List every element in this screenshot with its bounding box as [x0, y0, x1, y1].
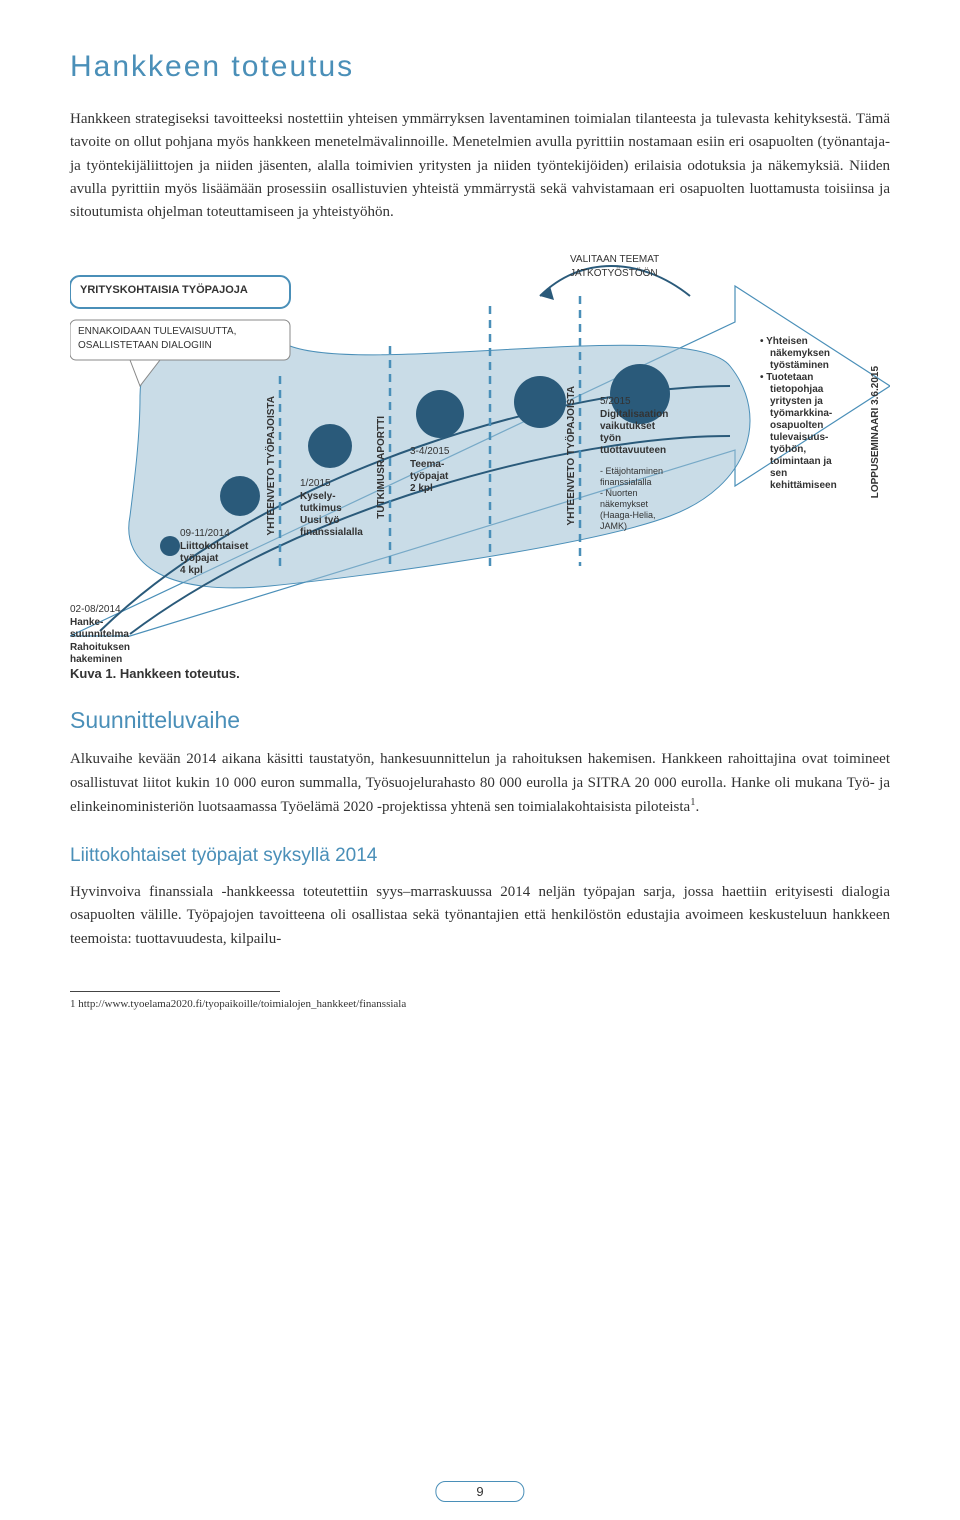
m4-s6: JAMK) — [600, 521, 627, 532]
pre-l4: hakeminen — [70, 654, 122, 667]
out-h: • Yhteisen — [760, 336, 808, 349]
pre-l3: Rahoituksen — [70, 642, 130, 655]
m4-s3: - Nuorten — [600, 488, 638, 499]
section-liittokohtaiset-title: Liittokohtaiset työpajat syksyllä 2014 — [70, 845, 890, 867]
out-4: tietopohjaa — [770, 384, 823, 397]
m3-l3: 2 kpl — [410, 483, 433, 496]
out-12: kehittämiseen — [770, 480, 837, 493]
out-7: osapuolten — [770, 420, 823, 433]
m1-l3: 4 kpl — [180, 565, 203, 578]
m2-date: 1/2015 — [300, 478, 331, 491]
top-box-label: YRITYSKOHTAISIA TYÖPAJOJA — [80, 284, 248, 296]
vert-label-4: LOPPUSEMINAARI 3.6.2015 — [870, 366, 881, 498]
m2-l3: Uusi työ — [300, 515, 339, 528]
m4-s4: näkemykset — [600, 499, 648, 510]
top-right-1: VALITAAN TEEMAT — [570, 254, 659, 267]
m4-s1: - Etäjohtaminen — [600, 466, 663, 477]
m4-s5: (Haaga-Helia, — [600, 510, 656, 521]
m2-l2: tutkimus — [300, 503, 342, 516]
footnote-separator — [70, 991, 280, 992]
out-3: • Tuotetaan — [760, 372, 813, 385]
m4-l3: työn — [600, 433, 621, 446]
m4-s2: finanssialalla — [600, 477, 652, 488]
out-1: näkemyksen — [770, 348, 830, 361]
vert-label-3: YHTEENVETO TYÖPAJOISTA — [566, 386, 577, 525]
top-right-2: JATKOTYÖSTÖÖN — [570, 268, 658, 281]
out-9: työhön, — [770, 444, 806, 457]
m4-date: 5/2015 — [600, 396, 631, 409]
out-2: työstäminen — [770, 360, 829, 373]
vert-label-1: YHTEENVETO TYÖPAJOISTA — [266, 396, 277, 535]
out-10: toimintaan ja — [770, 456, 832, 469]
page-number: 9 — [435, 1481, 524, 1502]
m1-l1: Liittokohtaiset — [180, 541, 248, 554]
pre-l1: Hanke- — [70, 617, 103, 630]
pre-date: 02-08/2014 — [70, 604, 121, 617]
out-11: sen — [770, 468, 787, 481]
intro-paragraph: Hankkeen strategiseksi tavoitteeksi nost… — [70, 108, 890, 224]
m1-date: 09-11/2014 — [180, 528, 230, 541]
m4-l4: tuottavuuteen — [600, 445, 666, 458]
section2-text: Alkuvaihe kevään 2014 aikana käsitti tau… — [70, 751, 890, 815]
out-6: työmarkkina- — [770, 408, 832, 421]
m3-l2: työpajat — [410, 471, 448, 484]
m4-l2: vaikutukset — [600, 421, 655, 434]
page-title: Hankkeen toteutus — [70, 50, 890, 84]
figure-caption: Kuva 1. Hankkeen toteutus. — [70, 666, 890, 681]
section-suunnitteluvaihe-body: Alkuvaihe kevään 2014 aikana käsitti tau… — [70, 748, 890, 819]
pre-l2: suunnitelma — [70, 629, 129, 642]
vert-label-2: TUTKIMUSRAPORTTI — [376, 416, 387, 519]
m3-l1: Teema- — [410, 459, 444, 472]
out-5: yritysten ja — [770, 396, 823, 409]
m1-l2: työpajat — [180, 553, 218, 566]
m2-l1: Kysely- — [300, 491, 336, 504]
section-suunnitteluvaihe-title: Suunnitteluvaihe — [70, 707, 890, 734]
m4-l1: Digitalisaation — [600, 409, 668, 422]
section-liittokohtaiset-body: Hyvinvoiva finanssiala -hankkeessa toteu… — [70, 881, 890, 951]
out-8: tulevaisuus- — [770, 432, 828, 445]
sub-box-line2: OSALLISTETAAN DIALOGIIN — [78, 340, 212, 353]
m2-l4: finanssialalla — [300, 527, 363, 540]
sub-box-line1: ENNAKOIDAAN TULEVAISUUTTA, — [78, 326, 236, 339]
m3-date: 3-4/2015 — [410, 446, 449, 459]
footnote-text: 1 http://www.tyoelama2020.fi/tyopaikoill… — [70, 998, 890, 1010]
process-diagram: YRITYSKOHTAISIA TYÖPAJOJA ENNAKOIDAAN TU… — [70, 246, 890, 656]
